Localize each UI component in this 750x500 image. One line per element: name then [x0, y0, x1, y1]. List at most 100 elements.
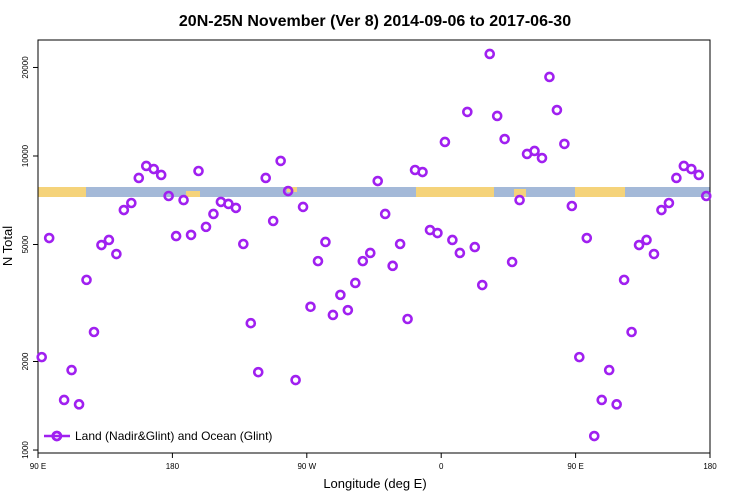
point	[432, 227, 443, 239]
point	[282, 185, 294, 197]
point	[88, 326, 100, 338]
point	[491, 110, 503, 122]
point	[118, 204, 130, 216]
point	[335, 289, 346, 301]
x-tick-label: 180	[166, 462, 180, 471]
point	[611, 399, 622, 410]
x-tick-label: 90 E	[30, 462, 46, 471]
y-tick-label: 5000	[21, 235, 30, 253]
point	[126, 197, 137, 209]
point	[603, 364, 615, 376]
point	[230, 202, 242, 214]
point	[327, 309, 339, 321]
ocean-band	[38, 187, 710, 197]
y-tick-label: 2000	[21, 352, 30, 370]
point	[387, 260, 398, 272]
y-tick-label: 1000	[21, 441, 30, 459]
point	[626, 326, 637, 338]
plot-frame	[37, 39, 711, 454]
point	[596, 394, 608, 406]
point	[163, 190, 174, 202]
point	[155, 169, 167, 181]
point	[566, 200, 578, 212]
point	[499, 133, 510, 145]
point	[581, 232, 593, 244]
legend-label: Land (Nadir&Glint) and Ocean (Glint)	[75, 429, 272, 443]
point	[267, 215, 279, 227]
point	[693, 169, 705, 181]
point	[342, 304, 354, 316]
point	[700, 190, 712, 202]
point	[58, 394, 70, 406]
point	[671, 172, 682, 184]
point	[193, 165, 204, 177]
point	[66, 364, 77, 376]
land-patch	[416, 187, 494, 197]
point	[551, 104, 563, 116]
point	[200, 221, 212, 233]
point	[238, 238, 249, 250]
point	[290, 374, 301, 386]
point	[417, 166, 428, 178]
point	[96, 239, 107, 251]
point	[245, 317, 257, 329]
point	[618, 274, 630, 286]
point	[462, 106, 473, 118]
point	[357, 255, 369, 267]
point	[372, 175, 384, 187]
point	[81, 274, 92, 286]
land-patch	[575, 187, 625, 197]
point	[633, 239, 645, 251]
point	[559, 138, 570, 150]
point	[447, 234, 458, 246]
point	[260, 172, 272, 184]
point	[275, 155, 286, 167]
y-axis-label: N Total	[0, 226, 15, 266]
point	[506, 256, 518, 268]
point	[252, 366, 264, 378]
point	[111, 248, 122, 260]
point	[379, 208, 391, 220]
x-tick-label: 180	[703, 462, 717, 471]
point	[312, 255, 324, 267]
point	[469, 241, 481, 253]
point	[484, 48, 496, 60]
land-patch	[38, 187, 86, 197]
land-patch	[514, 189, 526, 197]
x-axis-label: Longitude (deg E)	[323, 476, 426, 491]
point	[544, 71, 555, 83]
land-patch	[186, 191, 200, 197]
point	[305, 301, 316, 313]
x-tick-label: 90 W	[297, 462, 316, 471]
point	[641, 234, 652, 246]
legend-marker	[51, 430, 63, 442]
point	[514, 194, 525, 206]
point	[43, 232, 55, 244]
point	[663, 197, 675, 209]
point	[536, 152, 548, 164]
point	[686, 163, 697, 175]
y-tick-label: 20000	[21, 56, 30, 79]
point	[364, 247, 376, 259]
point	[320, 236, 331, 248]
point	[36, 351, 48, 363]
point	[529, 145, 540, 157]
point	[402, 313, 413, 325]
point	[103, 234, 115, 246]
chart-title: 20N-25N November (Ver 8) 2014-09-06 to 2…	[179, 13, 571, 30]
point	[133, 172, 145, 184]
point	[170, 230, 182, 242]
x-tick-label: 90 E	[567, 462, 583, 471]
point	[73, 399, 85, 410]
point	[476, 279, 488, 291]
point	[148, 163, 160, 175]
point	[648, 248, 660, 260]
map-band	[38, 187, 710, 197]
point	[208, 208, 219, 220]
point	[439, 136, 451, 148]
point	[185, 229, 197, 241]
point	[297, 201, 309, 213]
point	[574, 351, 585, 363]
point	[454, 247, 466, 259]
